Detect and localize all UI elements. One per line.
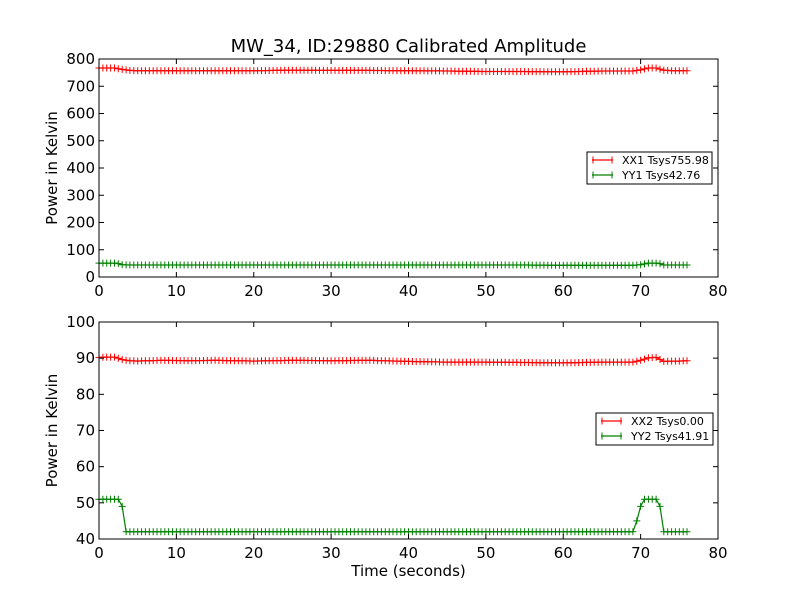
data-point-marker [656, 260, 664, 268]
x-tick-label: 10 [167, 544, 186, 562]
data-point-marker [637, 261, 645, 269]
chart-panel-1: 0 10 20 30 40 50 60 70 8001002003004005006007008… [43, 36, 728, 300]
data-point-marker [683, 261, 691, 269]
y-tick-label: 100 [66, 313, 95, 331]
legend-label: XX2 Tsys0.00 [631, 415, 704, 428]
y-tick-label: 70 [76, 422, 95, 440]
y-tick-label: 100 [66, 241, 95, 259]
data-point-marker [656, 65, 664, 73]
data-point-marker [683, 357, 691, 365]
legend-marker [601, 432, 622, 440]
data-point-marker [683, 528, 691, 536]
y-tick-label: 600 [66, 105, 95, 123]
data-point-marker [641, 355, 648, 363]
series-1-2 [95, 259, 691, 269]
x-tick-label: 70 [631, 544, 650, 562]
x-tick-label: 40 [399, 544, 418, 562]
y-tick-label: 60 [76, 458, 95, 476]
y-tick-label: 500 [66, 132, 95, 150]
legend-label: XX1 Tsys755.98 [622, 154, 709, 167]
y-tick-label: 80 [76, 385, 95, 403]
x-tick-label: 50 [476, 544, 495, 562]
x-tick-label: 60 [554, 282, 573, 300]
legend-label: YY2 Tsys41.91 [630, 430, 709, 443]
data-point-marker [629, 358, 637, 366]
data-point-marker [641, 65, 648, 73]
data-point-marker [114, 260, 122, 268]
legend-marker [592, 171, 613, 179]
x-tick-label: 70 [631, 282, 650, 300]
x-tick-label: 30 [322, 544, 341, 562]
y-tick-label: 0 [85, 268, 95, 286]
legend-2: XX2 Tsys0.00 YY2 Tsys41.91 [595, 412, 714, 446]
legend-1: XX1 Tsys755.98 YY1 Tsys42.76 [586, 151, 713, 185]
y-axis-label: Power in Kelvin [43, 374, 61, 488]
y-tick-label: 200 [66, 214, 95, 232]
series-1-1 [95, 64, 691, 76]
series-2-2 [95, 495, 691, 536]
data-point-marker [652, 64, 660, 72]
data-point-marker [683, 67, 691, 75]
data-point-marker [118, 502, 126, 510]
x-tick-label: 10 [167, 282, 186, 300]
x-tick-label: 80 [708, 544, 727, 562]
y-tick-label: 50 [76, 494, 95, 512]
legend-box [586, 151, 713, 185]
data-point-marker [633, 517, 641, 525]
x-tick-label: 0 [94, 282, 104, 300]
x-tick-label: 60 [554, 544, 573, 562]
data-point-marker [637, 66, 645, 74]
data-point-marker [114, 65, 122, 73]
data-point-marker [629, 528, 637, 536]
data-point-marker [114, 495, 122, 503]
data-point-marker [629, 67, 637, 75]
x-tick-label: 30 [322, 282, 341, 300]
chart-title: MW_34, ID:29880 Calibrated Amplitude [231, 36, 587, 57]
data-point-marker [652, 495, 660, 503]
x-tick-label: 20 [244, 282, 263, 300]
data-point-marker [633, 357, 641, 365]
data-point-marker [656, 502, 664, 510]
x-tick-label: 40 [399, 282, 418, 300]
data-point-marker [114, 354, 122, 362]
x-tick-label: 80 [708, 282, 727, 300]
y-axis-label: Power in Kelvin [43, 111, 61, 225]
y-tick-label: 700 [66, 77, 95, 95]
x-tick-label: 0 [94, 544, 104, 562]
data-point-marker [111, 353, 118, 361]
data-point-marker [652, 353, 660, 361]
y-tick-label: 800 [66, 50, 95, 68]
x-tick-label: 20 [244, 544, 263, 562]
data-point-marker [111, 64, 118, 72]
data-point-marker [118, 356, 126, 364]
legend-marker [601, 417, 622, 425]
y-tick-label: 90 [76, 349, 95, 367]
y-tick-label: 400 [66, 159, 95, 177]
series-2-1 [95, 353, 691, 367]
x-axis-label: Time (seconds) [350, 562, 466, 580]
data-point-marker [637, 356, 645, 364]
data-point-marker [637, 502, 645, 510]
legend-marker [592, 156, 613, 164]
chart-panel-2: 0 10 20 30 40 50 60 70 80 40 50 60 70 80 90 100 Power in… [43, 313, 728, 580]
y-tick-label: 40 [76, 530, 95, 548]
legend-label: YY1 Tsys42.76 [621, 169, 700, 182]
legend-box [595, 412, 714, 446]
x-tick-label: 50 [476, 282, 495, 300]
y-tick-label: 300 [66, 186, 95, 204]
data-point-marker [641, 260, 648, 268]
data-point-marker [656, 355, 664, 363]
